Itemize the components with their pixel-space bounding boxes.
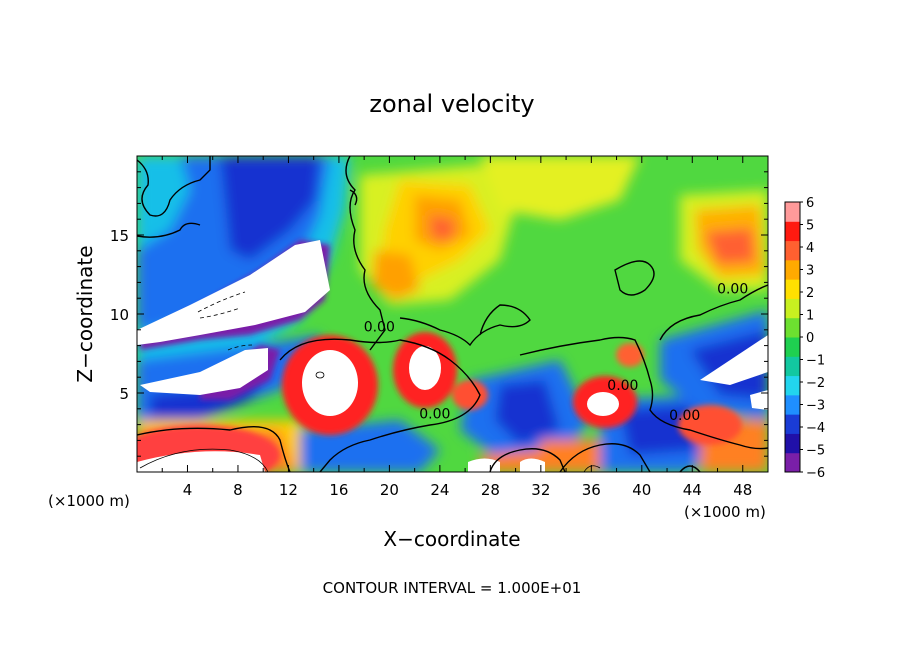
x-tick-label: 44 (683, 481, 702, 499)
y-axis-label: Z−coordinate (73, 245, 97, 382)
colorbar: 6 5 4 3 2 1 0 −1 −2 −3 −4 −5 −6 (784, 196, 825, 481)
contour-label: 0.00 (419, 406, 450, 422)
colorbar-tick-label: −3 (806, 399, 825, 414)
colorbar-swatch (785, 221, 800, 242)
y-tick-label: 10 (110, 306, 129, 324)
colorbar-tick-label: 0 (806, 331, 814, 346)
colorbar-swatch (785, 375, 800, 396)
colorbar-tick-label: −2 (806, 376, 825, 391)
colorbar-tick-label: −1 (806, 354, 825, 369)
x-axis-label: X−coordinate (383, 527, 520, 551)
colorbar-tick-label: 4 (806, 241, 814, 256)
x-tick-label: 32 (531, 481, 550, 499)
x-units-right: (×1000 m) (684, 503, 766, 521)
chart-title: zonal velocity (369, 90, 534, 118)
colorbar-swatch (785, 279, 800, 299)
x-tick-label: 4 (183, 481, 193, 499)
colorbar-swatch (785, 202, 800, 222)
x-units-left: (×1000 m) (48, 492, 130, 510)
contour-label: 0.00 (717, 281, 748, 297)
colorbar-swatch (785, 433, 800, 454)
colorbar-tick-label: 6 (806, 196, 814, 211)
x-tick-label: 20 (380, 481, 399, 499)
heatmap-field (137, 156, 768, 472)
colorbar-swatch (785, 259, 800, 280)
colorbar-swatch (785, 240, 800, 261)
x-tick-label: 40 (632, 481, 651, 499)
x-tick-label: 12 (279, 481, 298, 499)
colorbar-tick-label: −6 (806, 466, 825, 481)
colorbar-tick-label: −5 (806, 444, 825, 459)
colorbar-swatch (785, 298, 800, 319)
colorbar-swatch (785, 452, 800, 473)
colorbar-swatch (785, 394, 800, 415)
colorbar-tick-label: 3 (806, 264, 814, 279)
x-axis: 4 8 12 16 20 24 28 32 36 40 44 48 (161, 156, 752, 499)
colorbar-swatch (785, 337, 800, 357)
colorbar-swatch (785, 356, 800, 377)
contour-label: 0.00 (364, 319, 395, 335)
colorbar-tick-label: 1 (806, 309, 814, 324)
y-tick-label: 5 (119, 385, 129, 403)
contour-labels: 0.00 0.00 0.00 0.00 0.00 (364, 281, 749, 423)
contour-label: 0.00 (669, 408, 700, 424)
x-tick-label: 48 (733, 481, 752, 499)
contour-label: 0.00 (607, 378, 638, 394)
x-tick-label: 8 (233, 481, 243, 499)
x-tick-label: 16 (329, 481, 348, 499)
colorbar-swatch (785, 317, 800, 338)
y-axis: 5 10 15 (110, 171, 768, 457)
x-tick-label: 28 (481, 481, 500, 499)
colorbar-tick-label: 2 (806, 286, 814, 301)
colorbar-tick-label: −4 (806, 421, 825, 436)
colorbar-tick-label: 5 (806, 219, 814, 234)
x-tick-label: 24 (430, 481, 449, 499)
y-tick-label: 15 (110, 227, 129, 245)
contour-interval-note: CONTOUR INTERVAL = 1.000E+01 (323, 579, 582, 597)
colorbar-swatch (785, 414, 800, 434)
x-tick-label: 36 (582, 481, 601, 499)
